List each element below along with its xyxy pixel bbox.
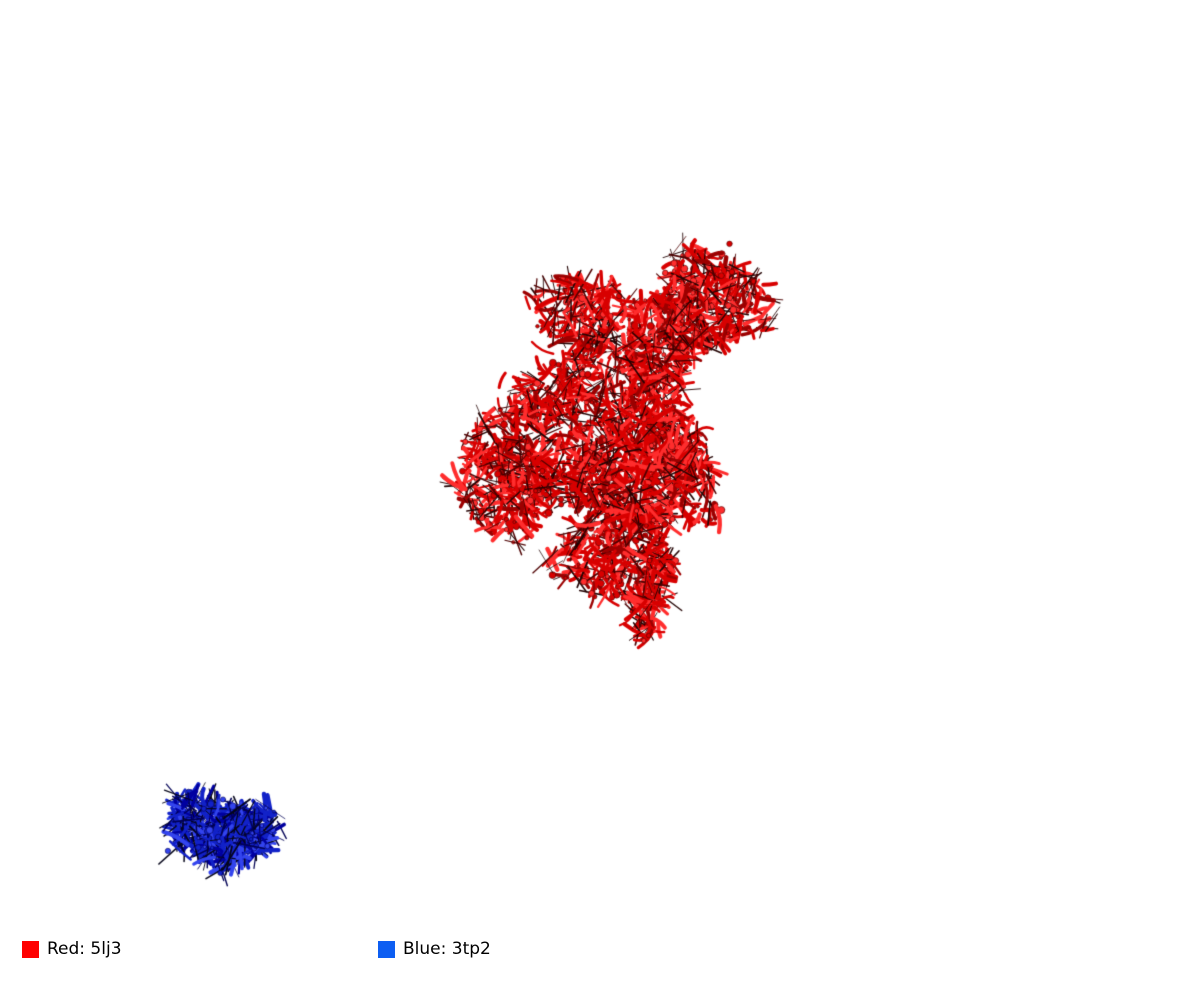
structure-5lj3-red [462, 248, 765, 645]
structure-3tp2-blue [165, 790, 277, 870]
